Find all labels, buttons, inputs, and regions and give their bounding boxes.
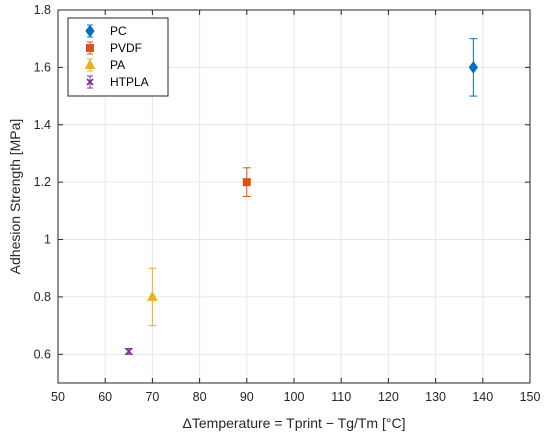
legend-label: PC (110, 24, 127, 38)
y-tick-label: 1 (44, 233, 51, 247)
legend-item: PVDF (86, 41, 142, 55)
marker-stroke (125, 347, 133, 356)
data-point (468, 61, 478, 74)
x-tick-label: 100 (284, 390, 305, 404)
x-tick-label: 60 (98, 390, 112, 404)
legend-item: PA (84, 58, 125, 72)
legend-marker (86, 78, 94, 86)
y-axis-label: Adhesion Strength [MPa] (7, 119, 23, 275)
data-markers (125, 61, 478, 356)
legend-item: HTPLA (86, 75, 149, 89)
data-point (125, 347, 133, 356)
x-tick-label: 140 (472, 390, 493, 404)
legend-box (67, 17, 169, 97)
y-tick-label: 1.2 (34, 175, 51, 189)
legend-label: HTPLA (110, 75, 149, 89)
legend-label: PVDF (110, 41, 142, 55)
legend-label: PA (110, 58, 125, 72)
y-tick-label: 1.4 (34, 118, 51, 132)
x-tick-label: 150 (520, 390, 541, 404)
data-point (242, 178, 251, 187)
x-tick-label: 80 (193, 390, 207, 404)
y-tick-label: 1.8 (34, 3, 51, 17)
legend-marker (85, 24, 95, 38)
x-tick-label: 110 (331, 390, 351, 404)
y-axis-ticks: 0.6 0.8 1 1.2 1.4 1.6 1.8 (34, 3, 530, 361)
legend: PC PVDF PA HTPLA (67, 17, 169, 97)
error-bars (124, 38, 478, 355)
marker-stroke (86, 78, 94, 86)
x-axis-label: ΔTemperature = Tprint − Tg/Tm [°C] (183, 415, 406, 431)
x-tick-label: 70 (145, 390, 159, 404)
legend-marker (84, 58, 96, 69)
legend-marker (86, 44, 94, 52)
y-tick-label: 0.6 (34, 347, 51, 361)
y-tick-label: 0.8 (34, 290, 51, 304)
x-tick-label: 130 (425, 390, 446, 404)
x-tick-label: 90 (240, 390, 254, 404)
x-axis-ticks: 50 60 70 80 90 100 110 120 130 140 150 (51, 10, 540, 404)
legend-item: PC (85, 24, 127, 38)
y-tick-label: 1.6 (34, 60, 51, 74)
data-point (147, 290, 158, 301)
x-tick-label: 50 (51, 390, 65, 404)
x-tick-label: 120 (378, 390, 399, 404)
